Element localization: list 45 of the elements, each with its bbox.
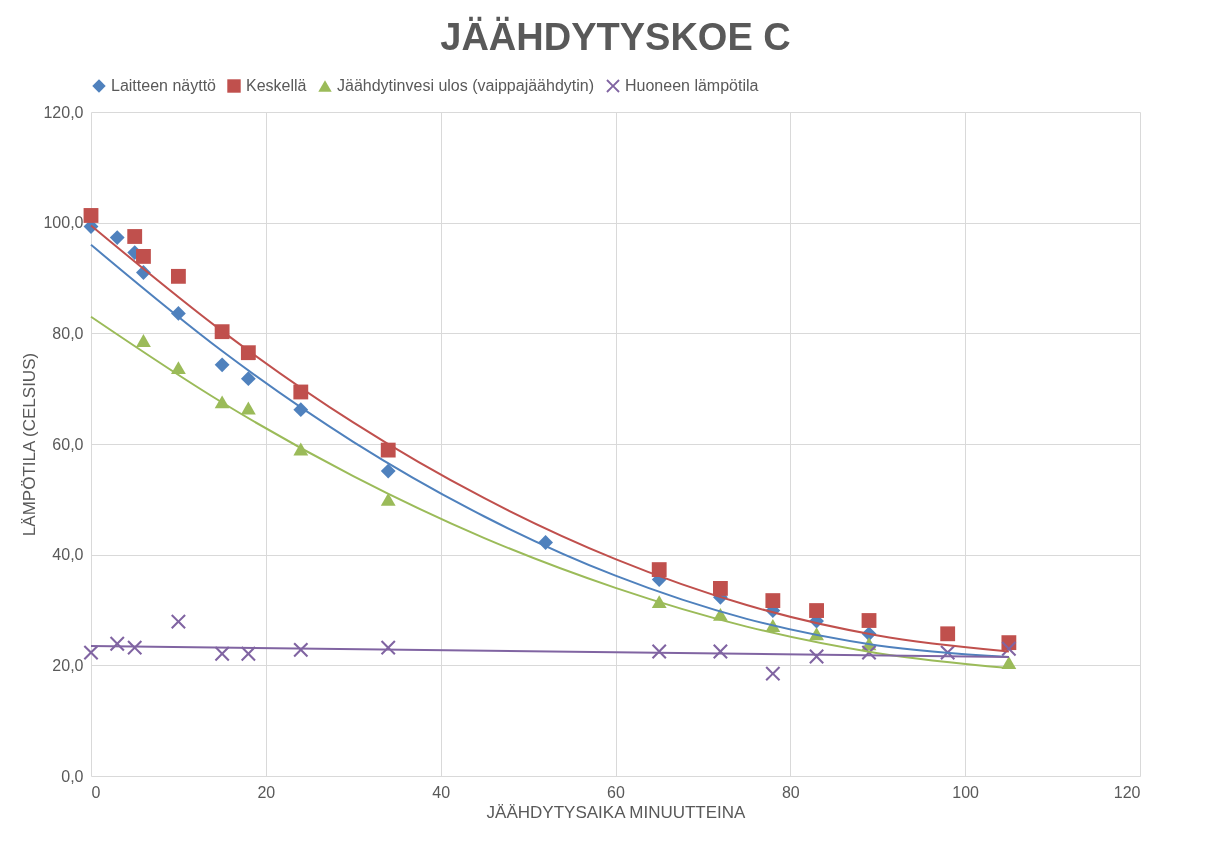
y-tick-label: 0,0 <box>61 767 84 785</box>
point <box>83 208 99 223</box>
y-axis-title: LÄMPÖTILA (CELSIUS) <box>20 352 40 537</box>
y-tick-label: 20,0 <box>52 656 84 674</box>
x-tick-label: 40 <box>432 783 451 801</box>
point <box>809 603 824 618</box>
x-axis-title: JÄÄHDYTYSAIKA MINUUTTEINA <box>486 802 747 822</box>
point <box>127 640 143 656</box>
x-tick-label: 60 <box>607 783 625 801</box>
x-tick-label: 20 <box>257 783 276 801</box>
y-tick-label: 100,0 <box>43 214 84 232</box>
point <box>214 646 230 662</box>
point <box>380 463 396 479</box>
point <box>940 626 956 642</box>
legend-label: Jäähdytinvesi ulos (vaippajäähdytin) <box>337 77 595 94</box>
point <box>136 249 151 264</box>
point <box>171 268 186 284</box>
point <box>109 230 125 246</box>
point <box>651 562 667 578</box>
chart-title: JÄÄHDYTYSKOE C <box>440 16 791 58</box>
point <box>1001 641 1017 657</box>
legend-label: Keskellä <box>246 77 307 94</box>
point <box>765 666 781 682</box>
point <box>127 229 143 244</box>
y-tick-label: 80,0 <box>52 324 84 342</box>
point <box>214 357 230 373</box>
y-tick-label: 40,0 <box>52 546 84 564</box>
y-tick-label: 60,0 <box>52 435 84 453</box>
x-tick-label: 80 <box>781 783 800 801</box>
y-tick-label: 120,0 <box>43 103 84 121</box>
point <box>136 334 151 347</box>
point <box>240 401 256 415</box>
legend-label: Huoneen lämpötila <box>625 77 759 94</box>
point <box>712 581 728 596</box>
point <box>861 613 877 628</box>
point <box>83 645 99 661</box>
point <box>380 442 396 458</box>
x-tick-label: 120 <box>1113 783 1141 801</box>
point <box>765 593 781 609</box>
point <box>240 371 256 387</box>
point <box>380 492 396 506</box>
legend-label: Laitteen näyttö <box>111 77 217 94</box>
x-tick-label: 100 <box>952 783 980 801</box>
point <box>171 614 186 630</box>
x-tick-label: 0 <box>91 783 101 801</box>
